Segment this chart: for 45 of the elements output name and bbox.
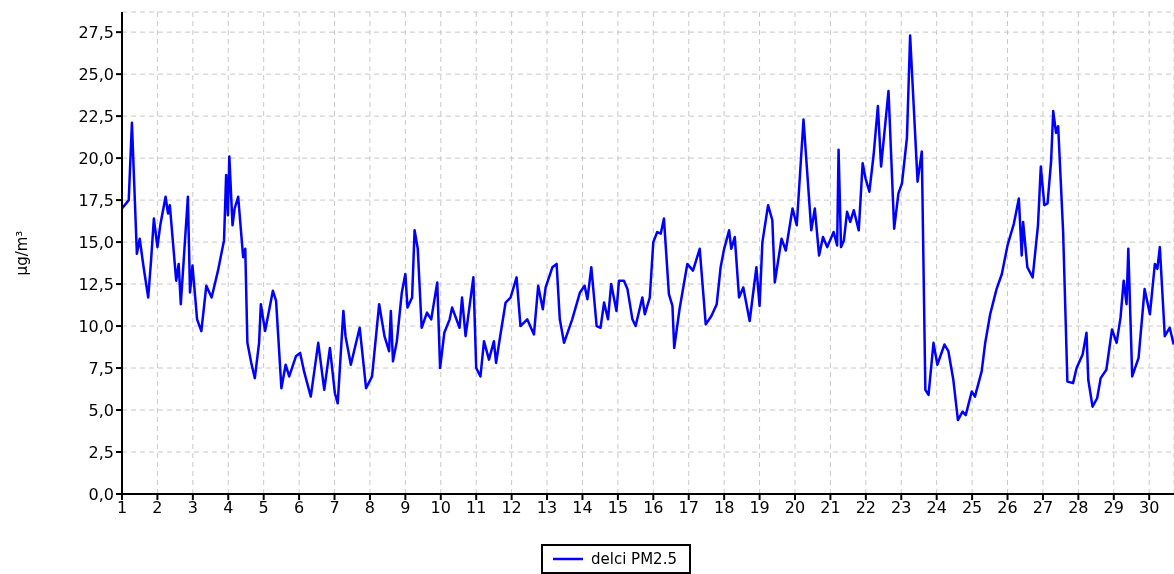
x-tick-label: 1 — [116, 498, 128, 518]
x-tick-label: 19 — [749, 498, 770, 518]
y-tick-label: 0,0 — [88, 484, 114, 504]
y-tick-label: 15,0 — [78, 232, 114, 252]
y-tick-label: 27,5 — [78, 22, 114, 42]
x-tick-label: 9 — [400, 498, 411, 518]
x-tick-label: 15 — [607, 498, 629, 518]
y-tick-label: 17,5 — [78, 190, 114, 210]
x-tick-label: 26 — [997, 498, 1018, 518]
x-tick-label: 24 — [926, 498, 947, 518]
x-tick-label: 30 — [1139, 498, 1160, 518]
y-tick-label: 10,0 — [78, 316, 114, 336]
y-tick-label: 25,0 — [78, 64, 114, 84]
x-tick-label: 17 — [678, 498, 699, 518]
x-tick-label: 27 — [1032, 498, 1054, 518]
x-tick-label: 6 — [294, 498, 305, 518]
y-axis-title: µg/m³ — [13, 230, 32, 276]
x-tick-label: 14 — [572, 498, 593, 518]
y-tick-label: 22,5 — [78, 106, 114, 126]
legend-label: delci PM2.5 — [591, 550, 677, 568]
x-tick-label: 23 — [891, 498, 912, 518]
x-tick-label: 20 — [784, 498, 806, 518]
x-tick-label: 16 — [643, 498, 664, 518]
x-tick-label: 18 — [713, 498, 735, 518]
x-tick-label: 4 — [223, 498, 234, 518]
x-tick-label: 10 — [430, 498, 451, 518]
y-tick-label: 2,5 — [88, 442, 114, 462]
y-tick-label: 7,5 — [88, 358, 114, 378]
x-tick-label: 28 — [1068, 498, 1089, 518]
y-tick-label: 5,0 — [88, 400, 114, 420]
x-tick-label: 3 — [187, 498, 198, 518]
y-tick-label: 12,5 — [78, 274, 114, 294]
x-tick-label: 7 — [329, 498, 340, 518]
x-tick-label: 29 — [1103, 498, 1124, 518]
x-tick-label: 2 — [152, 498, 163, 518]
x-tick-label: 11 — [466, 498, 487, 518]
x-tick-label: 13 — [536, 498, 558, 518]
x-tick-label: 12 — [501, 498, 522, 518]
x-tick-label: 25 — [961, 498, 983, 518]
y-tick-label: 20,0 — [78, 148, 114, 168]
x-tick-label: 22 — [855, 498, 877, 518]
x-tick-label: 8 — [364, 498, 376, 518]
x-tick-label: 21 — [820, 498, 841, 518]
line-series — [122, 34, 1174, 422]
x-tick-label: 5 — [258, 498, 269, 518]
